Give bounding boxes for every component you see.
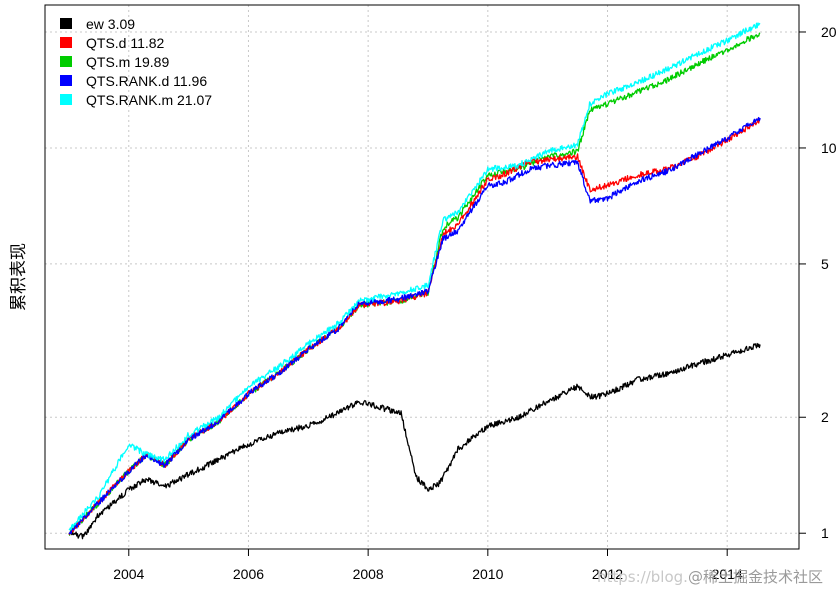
y-tick-label: 20 [821,24,837,40]
y-tick-label: 1 [821,525,829,541]
legend-label-ew: ew 3.09 [86,16,135,32]
y-axis: 1 2 5 10 20 [799,24,837,541]
legend-label-QTS.RANK.m: QTS.RANK.m 21.07 [86,92,212,108]
series-line-QTS.RANK.d [68,116,761,535]
x-tick-label: 2014 [712,566,743,582]
x-axis: 2004 2006 2008 2010 2012 2014 [113,549,743,582]
series-line-QTS.d [68,117,761,536]
series-lines [68,22,761,540]
x-tick-label: 2006 [233,566,264,582]
y-axis-label: 累积表现 [9,243,29,311]
x-tick-label: 2004 [113,566,144,582]
series-line-QTS.RANK.m [68,22,761,531]
legend-label-QTS.d: QTS.d 11.82 [86,35,165,51]
x-tick-label: 2012 [592,566,623,582]
legend-label-QTS.RANK.d: QTS.RANK.d 11.96 [86,73,207,89]
plot-frame [44,4,800,550]
watermark-text: @稀土掘金技术社区 [687,568,823,586]
series-line-ew [68,342,761,540]
grid-lines [45,5,799,549]
legend: ew 3.09 QTS.d 11.82 QTS.m 19.89 QTS.RANK.d … [60,16,212,108]
legend-swatch-QTS.d [60,37,72,48]
legend-swatch-ew [60,18,72,29]
x-tick-label: 2010 [472,566,503,582]
y-tick-label: 5 [821,256,829,272]
y-tick-label: 2 [821,409,829,425]
y-tick-label: 10 [821,140,837,156]
x-tick-label: 2008 [353,566,384,582]
legend-swatch-QTS.RANK.d [60,75,72,86]
legend-swatch-QTS.RANK.m [60,94,72,105]
watermark: https://blog.@稀土掘金技术社区 [597,566,823,587]
legend-label-QTS.m: QTS.m 19.89 [86,54,169,70]
legend-swatch-QTS.m [60,56,72,67]
watermark-prefix: https://blog. [597,568,688,586]
